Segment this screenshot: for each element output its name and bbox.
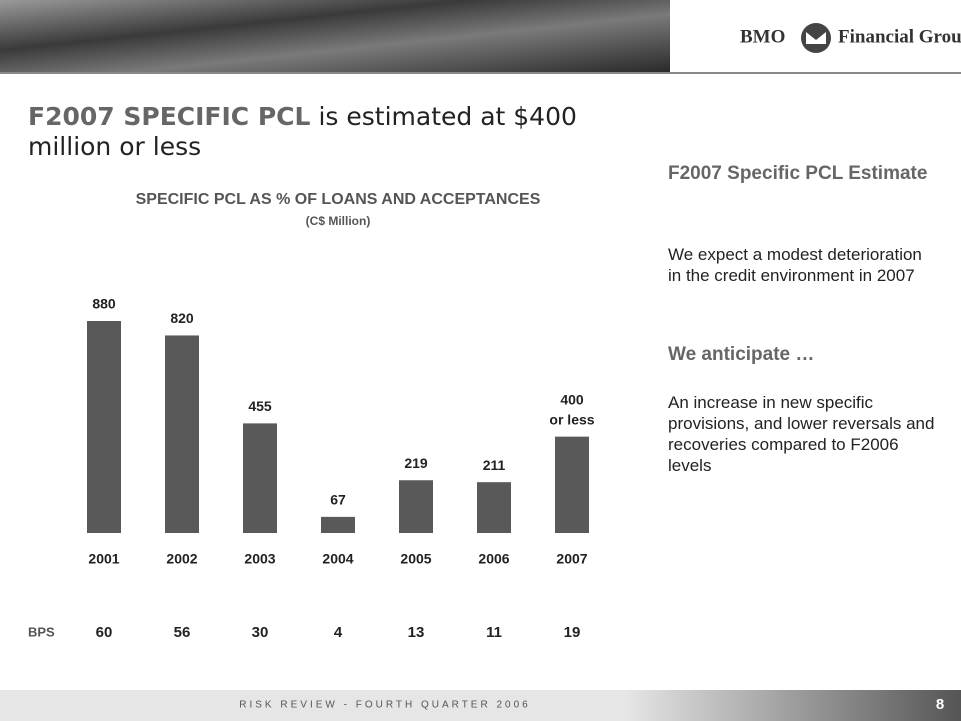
logo-mark xyxy=(806,32,826,44)
chart-subtitle: (C$ Million) xyxy=(306,214,371,228)
footer-band xyxy=(0,690,961,721)
logo-icon xyxy=(801,23,831,53)
heading-rest: is estimated at $400 xyxy=(318,102,576,131)
bps-value: 13 xyxy=(408,624,425,641)
bps-value: 11 xyxy=(486,624,502,641)
value-label: 219 xyxy=(404,455,428,471)
logo-group: Financial Group xyxy=(838,26,961,47)
side-text: We expect a modest deterioration in the … xyxy=(668,245,922,285)
bar xyxy=(555,436,589,533)
bar xyxy=(399,480,433,533)
side-heading: F2007 Specific PCL Estimate xyxy=(668,163,928,184)
bps-value: 4 xyxy=(334,624,343,641)
x-tick-label: 2006 xyxy=(478,551,509,567)
value-label: 455 xyxy=(248,398,272,414)
x-tick-label: 2003 xyxy=(244,551,275,567)
bps-value: 56 xyxy=(174,624,191,641)
value-label-line: 400 xyxy=(560,391,584,407)
x-tick-label: 2007 xyxy=(556,551,587,567)
logo-brand: BMO xyxy=(740,26,785,47)
x-tick-label: 2005 xyxy=(400,551,431,567)
bps-value: 60 xyxy=(96,624,113,641)
x-tick-label: 2001 xyxy=(88,551,119,567)
slide-heading: F2007 SPECIFIC PCL is estimated at $400 xyxy=(28,102,577,131)
bps-value: 30 xyxy=(252,624,269,641)
banner-photo xyxy=(0,0,670,72)
slide-heading-2: million or less xyxy=(28,132,201,161)
value-label: 820 xyxy=(170,310,194,326)
bps-label: BPS xyxy=(28,624,55,639)
bar xyxy=(243,423,277,533)
bar xyxy=(321,516,355,533)
side-heading-2: We anticipate … xyxy=(668,344,815,365)
value-label: 880 xyxy=(92,296,116,312)
value-label: 67 xyxy=(330,492,346,508)
bar xyxy=(165,335,199,533)
x-tick-label: 2004 xyxy=(322,551,353,567)
value-label-line: or less xyxy=(549,411,594,427)
value-label: 400 or less xyxy=(549,391,594,427)
page-number: 8 xyxy=(936,696,944,713)
heading-accent: F2007 SPECIFIC PCL xyxy=(28,102,311,131)
bar xyxy=(477,482,511,533)
value-label: 211 xyxy=(483,457,506,473)
bps-value: 19 xyxy=(564,624,581,641)
bar xyxy=(87,321,121,533)
chart-title: SPECIFIC PCL AS % OF LOANS AND ACCEPTANC… xyxy=(136,191,541,208)
x-tick-label: 2002 xyxy=(166,551,197,567)
footer-text: RISK REVIEW - FOURTH QUARTER 2006 xyxy=(239,700,530,711)
side-text-2: An increase in new specific provisions, … xyxy=(668,393,935,475)
